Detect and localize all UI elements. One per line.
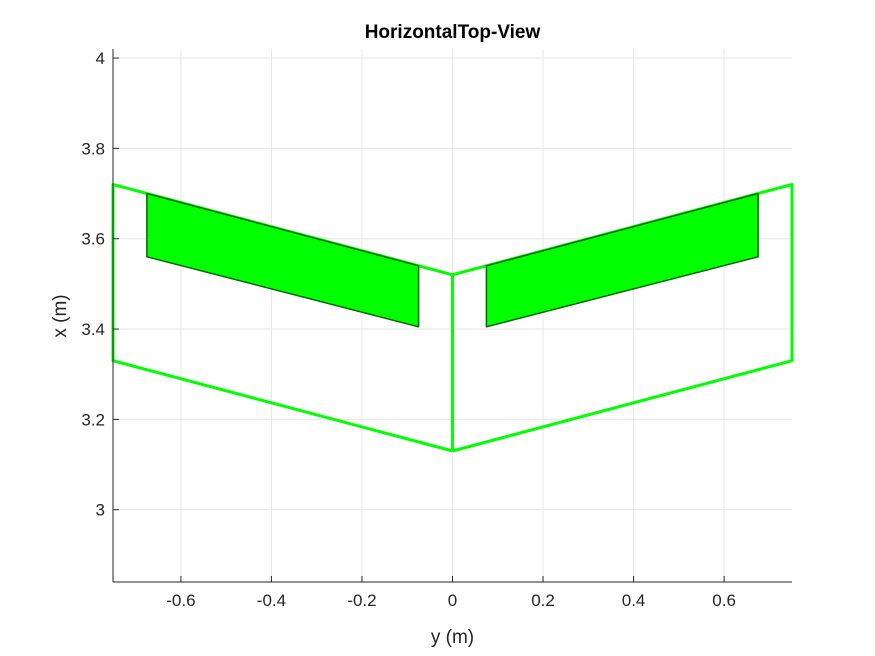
wing-panel-fill <box>146 192 420 328</box>
chart-title: HorizontalTop-View <box>365 22 541 43</box>
x-tick-label: 0.2 <box>531 591 555 610</box>
y-tick-label: 3.4 <box>81 320 105 339</box>
y-tick-label: 3.8 <box>81 139 105 158</box>
wing-outline <box>451 183 794 453</box>
y-tick-label: 3 <box>96 501 105 520</box>
x-tick-label: 0.4 <box>622 591 646 610</box>
wing-panel-fill <box>485 192 759 328</box>
x-axis-label: y (m) <box>431 627 474 648</box>
y-tick-label: 3.2 <box>81 410 105 429</box>
x-tick-label: -0.6 <box>166 591 195 610</box>
x-tick-label: 0.6 <box>712 591 736 610</box>
x-tick-label: -0.2 <box>347 591 376 610</box>
y-tick-label: 4 <box>96 49 105 68</box>
ticks: -0.6 -0.4 -0.2 0 0.2 0.4 0.6 3 3.2 3.4 3.6 3.8 4 <box>81 49 736 610</box>
x-tick-label: -0.4 <box>257 591 286 610</box>
x-tick-label: 0 <box>448 591 457 610</box>
y-tick-label: 3.6 <box>81 230 105 249</box>
y-axis-label: x (m) <box>50 294 71 337</box>
